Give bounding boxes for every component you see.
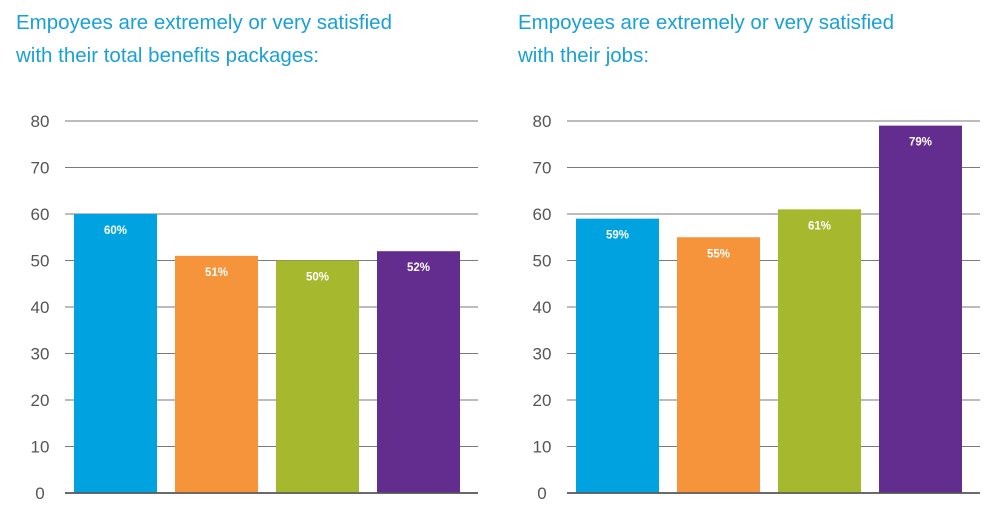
bar-chart: 0 10 20 30 40 50 60 70 80 60% 51% 50% 52% [31, 112, 478, 503]
bar [377, 251, 460, 493]
chart-title: Empoyees are extremely or very satisfied… [16, 6, 486, 72]
y-tick-label: 20 [31, 391, 50, 410]
data-label: 52% [407, 262, 430, 274]
chart-panel-jobs: Empoyees are extremely or very satisfied… [502, 0, 992, 515]
y-tick-label: 70 [31, 159, 50, 178]
chart-title-line-1: Empoyees are extremely or very satisfied [518, 11, 894, 34]
y-tick-label: 10 [31, 438, 50, 457]
bar [74, 214, 157, 493]
y-tick-label: 60 [31, 205, 50, 224]
y-tick-label: 60 [533, 205, 552, 224]
y-tick-label: 70 [533, 159, 552, 178]
data-label: 79% [909, 137, 932, 149]
data-label: 59% [606, 230, 629, 242]
data-label: 55% [707, 248, 730, 260]
y-tick-label: 30 [533, 345, 552, 364]
y-tick-label: 80 [31, 112, 50, 131]
bar [879, 125, 962, 494]
bar [576, 218, 659, 493]
y-tick-label: 0 [537, 484, 546, 503]
chart-title-line-2: with their total benefits packages: [16, 44, 320, 67]
bar [677, 237, 760, 493]
bar [175, 255, 258, 493]
bar-chart: 0 10 20 30 40 50 60 70 80 59% 55% 61% 79% [533, 112, 980, 503]
y-tick-label: 50 [31, 252, 50, 271]
y-tick-label: 20 [533, 391, 552, 410]
y-tick-label: 30 [31, 345, 50, 364]
y-tick-label: 0 [35, 484, 44, 503]
chart-title: Empoyees are extremely or very satisfied… [518, 6, 988, 72]
bar [778, 209, 861, 493]
data-label: 51% [205, 267, 228, 279]
y-tick-label: 80 [533, 112, 552, 131]
data-label: 60% [104, 225, 127, 237]
data-label: 50% [306, 272, 329, 284]
chart-title-line-1: Empoyees are extremely or very satisfied [16, 11, 392, 34]
bar [276, 260, 359, 493]
y-tick-label: 10 [533, 438, 552, 457]
y-tick-label: 50 [533, 252, 552, 271]
y-tick-label: 40 [533, 298, 552, 317]
y-tick-label: 40 [31, 298, 50, 317]
data-label: 61% [808, 220, 831, 232]
chart-title-line-2: with their jobs: [518, 44, 650, 67]
chart-panel-benefits: Empoyees are extremely or very satisfied… [0, 0, 490, 515]
